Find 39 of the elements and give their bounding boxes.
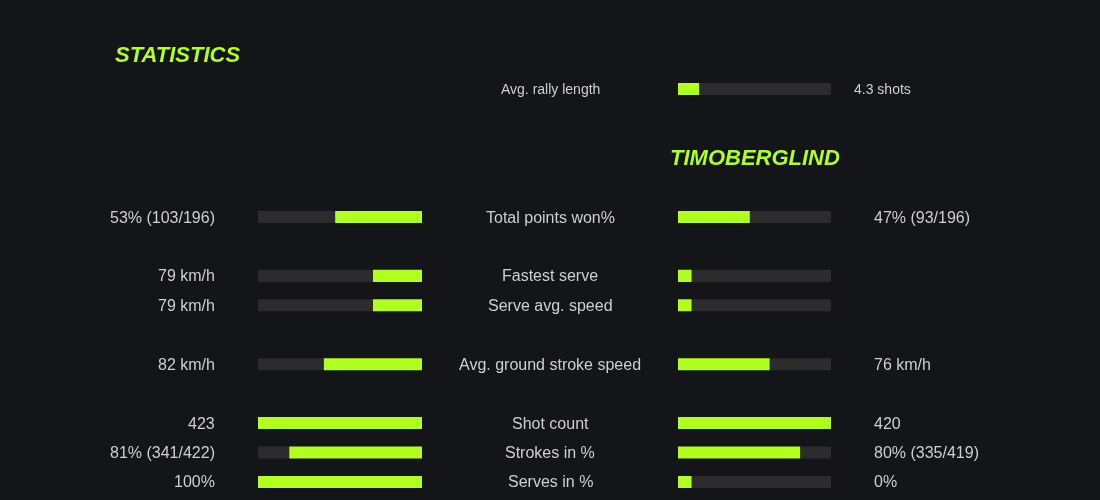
y-tick-label: Fastest serve xyxy=(502,267,599,284)
y2-tick-label: 80% (335/419) xyxy=(874,444,979,461)
chart-title: TIMOBERGLIND xyxy=(670,145,840,170)
bar xyxy=(749,210,831,224)
bar xyxy=(678,358,770,371)
bar xyxy=(258,269,373,282)
bar xyxy=(323,358,422,371)
y-tick-label: Strokes in % xyxy=(505,444,595,461)
y2-tick-label: 0% xyxy=(874,473,898,490)
bar xyxy=(258,210,336,224)
bar xyxy=(800,446,831,459)
bar xyxy=(769,358,831,371)
bar xyxy=(258,475,422,488)
y2-tick-label: 47% (93/196) xyxy=(874,209,971,226)
bar xyxy=(678,446,801,459)
bar xyxy=(372,299,422,312)
y-tick-label: Avg. ground stroke speed xyxy=(459,356,642,373)
y2-tick-label: 4.3 shots xyxy=(854,81,911,97)
y2-tick-label: 420 xyxy=(874,415,901,432)
bar xyxy=(678,475,692,488)
bar xyxy=(678,417,831,430)
bar xyxy=(691,475,831,488)
bar xyxy=(678,210,750,224)
bar xyxy=(258,446,290,459)
bar xyxy=(258,299,373,312)
bar xyxy=(678,299,692,312)
bar xyxy=(335,210,422,224)
y-tick-label: Avg. rally length xyxy=(501,81,601,97)
y-tick-label: Shot count xyxy=(512,415,590,432)
bar xyxy=(678,269,692,282)
y-tick-label: Serves in % xyxy=(508,473,594,490)
bar xyxy=(258,358,324,371)
bar xyxy=(691,299,831,312)
bar xyxy=(691,269,831,282)
y-tick-label: Serve avg. speed xyxy=(488,297,613,314)
bar xyxy=(289,446,422,459)
y2-tick-label: 76 km/h xyxy=(874,356,931,373)
bar xyxy=(258,417,422,430)
bar xyxy=(372,269,422,282)
